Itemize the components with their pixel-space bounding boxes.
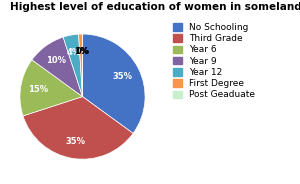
Wedge shape [32,37,83,97]
Text: 15%: 15% [28,85,48,94]
Text: 4%: 4% [67,48,81,57]
Wedge shape [20,60,82,116]
Text: 0%: 0% [75,47,90,56]
Text: 35%: 35% [112,72,133,81]
Legend: No Schooling, Third Grade, Year 6, Year 9, Year 12, First Degree, Post Geaduate: No Schooling, Third Grade, Year 6, Year … [173,23,255,100]
Wedge shape [63,34,82,97]
Wedge shape [82,34,145,133]
Text: 10%: 10% [46,56,66,65]
Title: Highest level of education of women in someland - 1945: Highest level of education of women in s… [10,2,300,12]
Text: 1%: 1% [74,47,88,56]
Text: 35%: 35% [65,137,86,146]
Wedge shape [79,34,83,97]
Wedge shape [23,97,133,159]
